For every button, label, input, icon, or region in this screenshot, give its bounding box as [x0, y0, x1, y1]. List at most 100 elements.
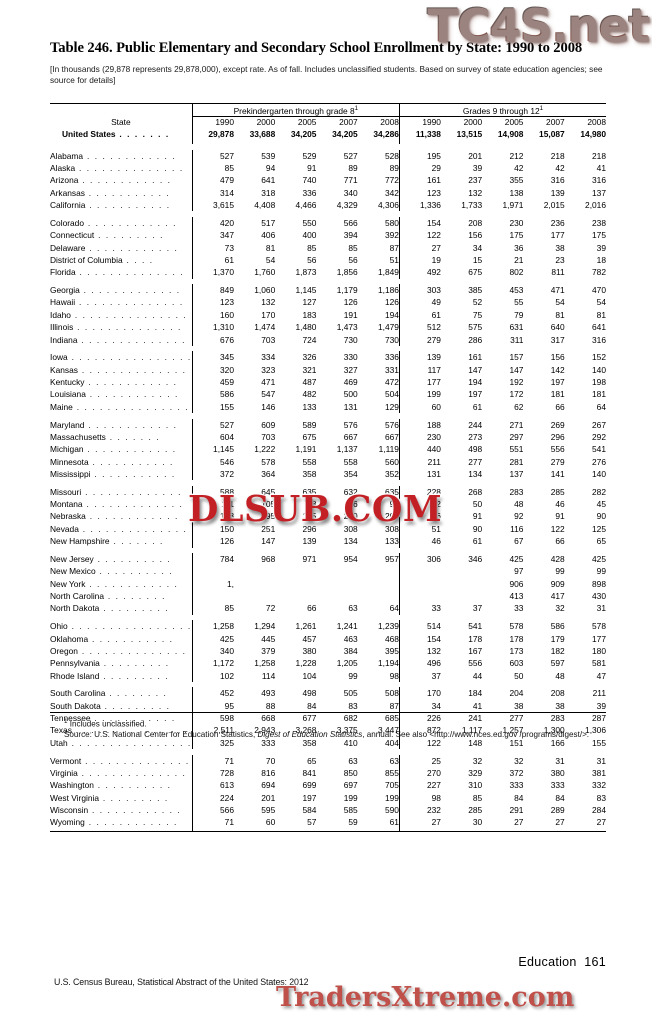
cell-idaho-g912-2000: 75 — [472, 309, 483, 320]
cell-florida-g912-2007: 811 — [551, 267, 565, 278]
cell-florida-prek8-1990: 1,370 — [213, 267, 234, 278]
cell-utah-prek8-2005: 358 — [302, 737, 317, 748]
cell-rhode-island-prek8-2007: 99 — [348, 670, 358, 681]
cell-vermont-g912-2007: 31 — [555, 755, 565, 766]
cell-mississippi-g912-2008: 140 — [592, 468, 606, 479]
cell-kentucky-g912-1990: 177 — [426, 377, 441, 388]
cell-arizona-prek8-2008: 772 — [357, 174, 400, 187]
cell-total-prek8-2005: 34,205 — [290, 129, 317, 140]
cell-virginia-g912-2005: 372 — [509, 768, 524, 779]
row-label-michigan: Michigan . . . . . . . . . . . . — [50, 443, 193, 456]
cell-new-hampshire-prek8-2008: 133 — [357, 535, 400, 548]
header-row-groups: State Prekindergarten through grade 81 G… — [50, 103, 606, 128]
cell-north-carolina-prek8-2005 — [275, 590, 316, 602]
table-row: Rhode Island . . . . . . . . . 102 114 104 9… — [50, 669, 606, 682]
row-label-rhode-island: Rhode Island . . . . . . . . . — [50, 669, 193, 682]
cell-north-dakota-g912-2005: 33 — [514, 603, 524, 614]
cell-wyoming-prek8-2000: 60 — [265, 817, 276, 828]
cell-west-virginia-prek8-2000: 201 — [261, 792, 276, 803]
cell-delaware-g912-2008: 39 — [596, 242, 606, 253]
row-label-washington: Washington . . . . . . . . . . — [50, 779, 193, 792]
cell-vermont-prek8-2005: 65 — [307, 755, 317, 766]
table-row: Indiana . . . . . . . . . . . . . . 676 70… — [50, 333, 606, 346]
row-label-arizona: Arizona . . . . . . . . . . . . — [50, 174, 193, 187]
title-block: Table 246. Public Elementary and Seconda… — [50, 40, 606, 85]
cell-maine-prek8-2000: 146 — [261, 401, 276, 412]
cell-mississippi-prek8-2005: 358 — [302, 468, 317, 479]
cell-delaware-g912-2007: 38 — [555, 242, 565, 253]
cell-hawaii-g912-2008: 54 — [596, 297, 606, 308]
table-row: Illinois . . . . . . . . . . . . . . 1,31… — [50, 321, 606, 334]
cell-new-york-prek8-1990: 1, — [227, 578, 234, 589]
table-row: Louisiana . . . . . . . . . . . . 586 547 4… — [50, 388, 606, 401]
cell-georgia-prek8-2008: 1,186 — [357, 284, 400, 297]
leader-dots: . . . . . . . . . . . . . . — [75, 163, 184, 174]
cell-minnesota-g912-2000: 277 — [468, 456, 483, 467]
leader-dots: . . . . . . . . . . . . — [85, 242, 179, 253]
cell-louisiana-g912-2000: 197 — [468, 389, 483, 400]
source-pre: U.S. National Center for Education Stati… — [94, 730, 256, 740]
cell-georgia-g912-1990: 303 — [426, 285, 441, 296]
cell-iowa-prek8-2000: 334 — [261, 352, 276, 363]
cell-louisiana-prek8-2008: 504 — [357, 388, 400, 401]
cell-california-prek8-2005: 4,466 — [295, 200, 317, 211]
leader-dots: . . . . . . . . . . . . — [84, 217, 178, 228]
column-header-year-prek8-1990: 1990 — [192, 116, 234, 128]
cell-south-dakota-g912-2000: 41 — [472, 700, 483, 711]
cell-washington-g912-2000: 310 — [468, 780, 483, 791]
cell-missouri-prek8-1990: 588 — [220, 486, 234, 497]
cell-arkansas-prek8-1990: 314 — [220, 187, 234, 198]
cell-connecticut-prek8-2005: 400 — [302, 230, 317, 241]
cell-new-york-g912-2007: 909 — [550, 578, 565, 589]
cell-south-carolina-g912-2000: 184 — [468, 688, 483, 699]
cell-wisconsin-g912-2005: 291 — [509, 805, 524, 816]
cell-wisconsin-g912-1990: 232 — [426, 805, 441, 816]
cell-oklahoma-g912-2005: 178 — [509, 633, 524, 644]
state-name: Missouri — [50, 486, 82, 497]
cell-maine-prek8-2005: 133 — [302, 401, 317, 412]
cell-minnesota-prek8-1990: 546 — [220, 456, 234, 467]
cell-mississippi-g912-1990: 131 — [426, 468, 441, 479]
cell-arkansas-g912-2007: 139 — [550, 187, 565, 198]
leader-dots: . . . . . . . . . . . . . . — [77, 364, 187, 375]
row-label-georgia: Georgia . . . . . . . . . . . . . — [50, 284, 193, 297]
table-row: Washington . . . . . . . . . . 613 694 699 6… — [50, 779, 606, 792]
cell-arkansas-g912-2008: 137 — [592, 187, 606, 198]
cell-mississippi-g912-2007: 141 — [550, 468, 565, 479]
leader-dots: . . . . . . . . . . . — [84, 187, 171, 198]
table-row: New York . . . . . . . . . . . . 1, 906 909… — [50, 577, 606, 591]
cell-alabama-g912-2000: 201 — [468, 150, 483, 161]
cell-total-prek8-1990: 29,878 — [208, 129, 234, 140]
cell-north-dakota-g912-2008: 31 — [596, 603, 606, 614]
cell-pennsylvania-prek8-1990: 1,172 — [213, 658, 234, 669]
cell-california-g912-2005: 1,971 — [502, 200, 524, 211]
leader-dots: . . . . . . . . . — [99, 670, 170, 681]
leader-dots: . . . . . . . — [109, 536, 164, 547]
cell-district-of-columbia-g912-2007: 23 — [555, 254, 565, 265]
cell-iowa-prek8-2005: 326 — [302, 352, 317, 363]
group-label-prek8: Prekindergarten through grade 8 — [233, 105, 355, 116]
state-name: Indiana — [50, 334, 78, 345]
cell-nevada-g912-2000: 90 — [472, 523, 483, 534]
cell-missouri-g912-1990: 228 — [426, 486, 441, 497]
cell-oregon-g912-2005: 173 — [509, 645, 524, 656]
table-row: Maryland . . . . . . . . . . . . 527 609 58… — [50, 418, 606, 431]
table-row: Arkansas . . . . . . . . . . . 314 318 336 3… — [50, 186, 606, 200]
cell-michigan-g912-2008: 541 — [592, 444, 606, 455]
table-row: California . . . . . . . . . . . 3,615 4,4… — [50, 199, 606, 212]
cell-tennessee-g912-2007: 283 — [550, 713, 565, 724]
cell-louisiana-prek8-1990: 586 — [220, 389, 234, 400]
row-label-united-states: United States . . . . . . . — [50, 127, 193, 145]
cell-arkansas-g912-2005: 138 — [509, 187, 524, 198]
row-label-arkansas: Arkansas . . . . . . . . . . . — [50, 186, 193, 200]
row-label-alabama: Alabama . . . . . . . . . . . . — [50, 149, 193, 163]
cell-missouri-prek8-2008: 635 — [357, 485, 400, 499]
row-label-massachusetts: Massachusetts . . . . . . . — [50, 430, 193, 444]
cell-arkansas-g912-1990: 123 — [426, 187, 441, 198]
row-label-north-carolina: North Carolina . . . . . . . . — [50, 590, 193, 603]
row-label-louisiana: Louisiana . . . . . . . . . . . . — [50, 388, 193, 401]
row-label-utah: Utah . . . . . . . . . . . . . . . . — [50, 736, 193, 750]
cell-arizona-g912-2000: 237 — [468, 175, 483, 186]
cell-district-of-columbia-prek8-2005: 56 — [307, 254, 317, 265]
cell-massachusetts-g912-2005: 297 — [509, 431, 524, 442]
